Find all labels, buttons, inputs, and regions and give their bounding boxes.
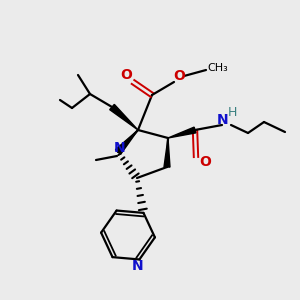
Polygon shape xyxy=(168,127,196,138)
Text: O: O xyxy=(120,68,132,82)
Polygon shape xyxy=(164,138,170,167)
Text: O: O xyxy=(199,155,211,169)
Polygon shape xyxy=(116,130,138,154)
Text: N: N xyxy=(217,113,229,127)
Text: CH₃: CH₃ xyxy=(208,63,228,73)
Polygon shape xyxy=(110,104,138,130)
Text: N: N xyxy=(132,260,143,274)
Text: O: O xyxy=(173,69,185,83)
Text: N: N xyxy=(114,141,126,155)
Text: H: H xyxy=(227,106,237,119)
